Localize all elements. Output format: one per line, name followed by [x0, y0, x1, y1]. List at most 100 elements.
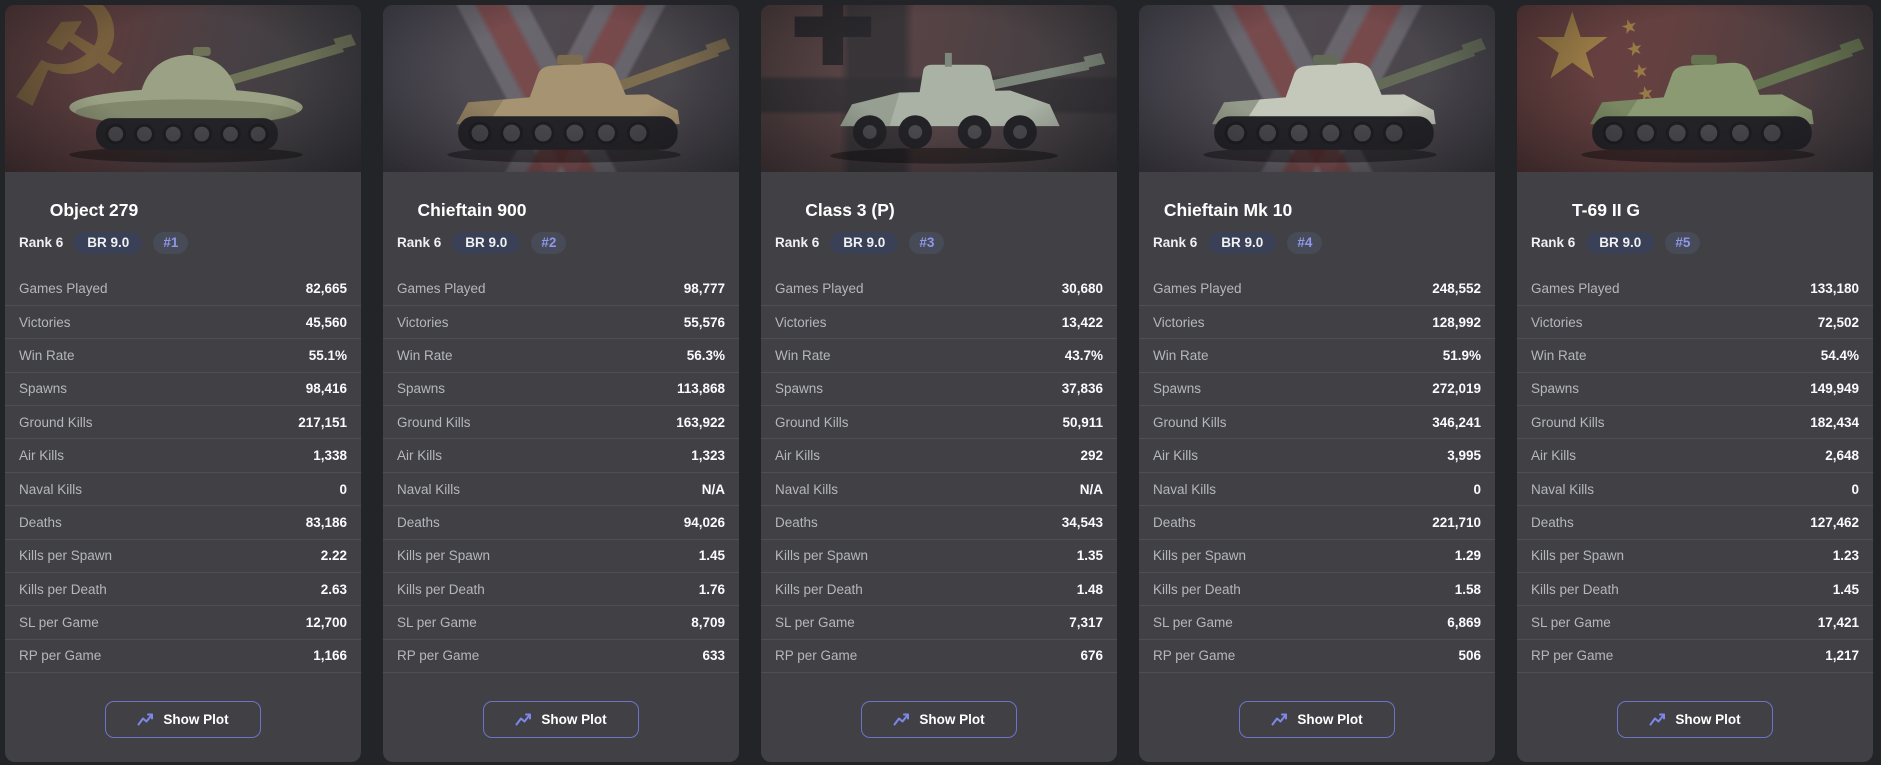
stat-label: Win Rate: [1153, 347, 1209, 363]
stat-label: Ground Kills: [397, 414, 471, 430]
button-area: Show Plot: [383, 701, 739, 739]
stat-value: 127,462: [1810, 514, 1859, 530]
stat-label: Naval Kills: [1153, 481, 1217, 497]
stat-row: RP per Game 506: [1139, 640, 1495, 674]
vehicle-title: Class 3 (P): [805, 200, 895, 220]
stat-label: RP per Game: [775, 648, 858, 664]
stat-row: SL per Game 6,869: [1139, 606, 1495, 640]
stat-row: Air Kills 2,648: [1517, 439, 1873, 473]
stats-table: Games Played 98,777 Victories 55,576 Win Rat…: [383, 273, 739, 674]
stat-row: Naval Kills 0: [1139, 473, 1495, 507]
show-plot-button[interactable]: Show Plot: [483, 701, 639, 739]
show-plot-button[interactable]: Show Plot: [861, 701, 1017, 739]
rank-label: Rank 6: [19, 235, 64, 250]
stat-value: 182,434: [1810, 414, 1859, 430]
stat-row: Deaths 221,710: [1139, 506, 1495, 540]
stat-value: 1,338: [313, 448, 347, 464]
stat-label: Win Rate: [1531, 347, 1587, 363]
br-badge: BR 9.0: [1586, 231, 1655, 254]
stat-row: RP per Game 676: [761, 640, 1117, 674]
stat-label: Ground Kills: [19, 414, 93, 430]
stat-label: SL per Game: [1531, 615, 1611, 631]
flag-emblem-icon: ★: [1531, 5, 1614, 98]
show-plot-button[interactable]: Show Plot: [1239, 701, 1395, 739]
stat-value: 272,019: [1432, 381, 1481, 397]
stat-row: Win Rate 55.1%: [5, 339, 361, 373]
position-badge: #5: [1665, 231, 1701, 254]
show-plot-button[interactable]: Show Plot: [105, 701, 261, 739]
stat-label: Games Played: [1531, 281, 1620, 297]
stat-row: Air Kills 1,338: [5, 439, 361, 473]
stat-row: Win Rate 51.9%: [1139, 339, 1495, 373]
stat-value: 346,241: [1432, 414, 1481, 430]
vehicle-title: Chieftain 900: [417, 200, 527, 220]
stat-row: Deaths 94,026: [383, 506, 739, 540]
stat-row: Kills per Death 1.76: [383, 573, 739, 607]
stat-row: Spawns 98,416: [5, 373, 361, 407]
stat-label: Naval Kills: [397, 481, 461, 497]
stat-value: 133,180: [1810, 281, 1859, 297]
rank-label: Rank 6: [397, 235, 442, 250]
stat-value: 1,323: [691, 448, 725, 464]
stat-label: SL per Game: [397, 615, 477, 631]
stat-label: Spawns: [775, 381, 824, 397]
stat-value: 56.3%: [686, 347, 725, 363]
vehicle-card: Chieftain Mk 10 Rank 6 BR 9.0 #4 Games P…: [1139, 5, 1495, 762]
stat-value: 50,911: [1062, 414, 1103, 430]
stat-label: Victories: [1153, 314, 1205, 330]
stat-value: 12,700: [305, 615, 347, 631]
stat-value: 2,648: [1825, 448, 1859, 464]
stat-value: 72,502: [1817, 314, 1859, 330]
stat-label: Air Kills: [1531, 448, 1577, 464]
stat-label: Kills per Death: [19, 581, 107, 597]
rank-label: Rank 6: [1531, 235, 1576, 250]
vehicle-title: T-69 II G: [1571, 200, 1641, 220]
stat-value: 0: [1473, 481, 1481, 497]
stats-table: Games Played 133,180 Victories 72,502 Win Ra…: [1517, 273, 1873, 674]
vehicle-card: ✚ Class 3 (P) Rank 6 BR 9.0 #3 Games Pla…: [761, 5, 1117, 762]
stat-label: Victories: [775, 314, 827, 330]
stat-value: 149,949: [1810, 381, 1859, 397]
badges-row: Rank 6 BR 9.0 #4: [1139, 231, 1495, 254]
stat-value: 6,869: [1447, 615, 1481, 631]
position-badge: #1: [153, 231, 189, 254]
stat-value: 1.48: [1076, 581, 1103, 597]
stat-value: 43.7%: [1064, 347, 1103, 363]
stat-row: Deaths 127,462: [1517, 506, 1873, 540]
stat-value: 3,995: [1447, 448, 1481, 464]
stat-row: Kills per Spawn 1.35: [761, 540, 1117, 574]
stats-table: Games Played 30,680 Victories 13,422 Win Rat…: [761, 273, 1117, 674]
stat-value: 292: [1080, 448, 1103, 464]
flag-emblem-icon: ✚: [789, 5, 877, 88]
stat-row: SL per Game 8,709: [383, 606, 739, 640]
stat-row: Win Rate 56.3%: [383, 339, 739, 373]
germany-flag-vehicle-image: ✚: [761, 5, 1117, 172]
stat-value: 217,151: [298, 414, 347, 430]
stat-value: 2.22: [320, 548, 347, 564]
stat-row: Kills per Spawn 1.45: [383, 540, 739, 574]
stat-label: Kills per Death: [397, 581, 485, 597]
stat-value: 17,421: [1817, 615, 1859, 631]
stat-value: 248,552: [1432, 281, 1481, 297]
show-plot-button[interactable]: Show Plot: [1617, 701, 1773, 739]
stat-value: 37,836: [1061, 381, 1103, 397]
stat-row: Ground Kills 50,911: [761, 406, 1117, 440]
stat-row: Kills per Spawn 2.22: [5, 540, 361, 574]
br-badge: BR 9.0: [74, 231, 143, 254]
show-plot-label: Show Plot: [163, 712, 229, 728]
stat-label: Deaths: [775, 514, 818, 530]
stat-row: Win Rate 54.4%: [1517, 339, 1873, 373]
stat-label: Kills per Spawn: [1153, 548, 1247, 564]
stat-label: Naval Kills: [775, 481, 839, 497]
show-plot-label: Show Plot: [541, 712, 607, 728]
rank-label: Rank 6: [1153, 235, 1198, 250]
stat-value: 8,709: [691, 615, 725, 631]
stat-label: Air Kills: [1153, 448, 1199, 464]
stat-value: 221,710: [1432, 514, 1481, 530]
stat-label: Games Played: [397, 281, 486, 297]
stat-value: 163,922: [676, 414, 725, 430]
badges-row: Rank 6 BR 9.0 #5: [1517, 231, 1873, 254]
stat-row: Naval Kills N/A: [383, 473, 739, 507]
show-plot-label: Show Plot: [919, 712, 985, 728]
